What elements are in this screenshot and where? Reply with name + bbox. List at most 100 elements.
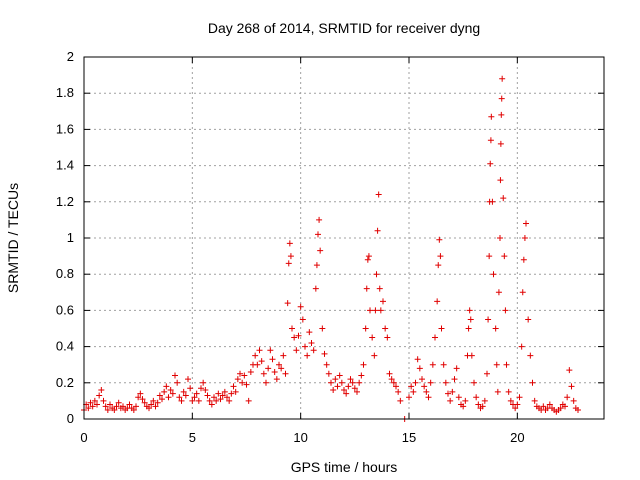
data-point [289,325,295,332]
data-point [375,191,382,198]
data-point [317,247,324,254]
data-point [87,399,94,406]
data-point [360,361,367,368]
data-point [237,370,243,377]
data-point [287,253,294,260]
y-tick-label: 1 [67,230,74,245]
data-point [96,392,103,399]
data-point [416,365,423,372]
data-point [432,334,438,341]
data-point [215,390,222,397]
data-point [234,376,241,383]
data-point [252,352,259,359]
data-point [98,387,105,394]
data-point [323,361,330,368]
data-point [228,390,235,397]
data-point [462,397,469,404]
data-point [316,216,323,223]
data-point [178,397,185,404]
data-point [176,394,183,401]
data-point [425,394,432,401]
data-point [213,397,220,404]
data-point [165,394,172,401]
data-point [161,388,168,395]
data-point [273,376,280,383]
data-point [351,385,358,392]
data-point [447,397,454,404]
data-point [419,376,425,383]
data-point [200,379,207,386]
data-point [498,111,505,118]
x-tick-label: 10 [293,430,307,445]
data-point [371,352,378,359]
data-point [564,394,571,401]
data-points [81,75,581,422]
data-point [364,256,371,263]
data-point [243,381,250,388]
data-point [453,365,460,372]
data-point [247,368,254,375]
data-point [191,394,198,401]
data-point [280,352,287,359]
data-point [185,376,191,383]
data-point [473,394,480,401]
plot-frame [83,56,605,420]
data-point [487,160,494,167]
data-point [468,352,475,359]
data-point [265,365,272,372]
data-point [89,403,96,410]
data-point [466,307,473,314]
data-point [286,240,293,247]
axis-ticks: 00.20.40.60.811.21.41.61.820 5 10 15 20 [56,49,604,445]
data-point [230,383,237,390]
data-point [208,401,215,408]
data-point [429,361,436,368]
data-point [486,253,493,260]
data-point [435,262,442,269]
data-point [388,376,395,383]
data-point [343,390,350,397]
data-point [485,316,492,323]
data-point [115,399,122,406]
data-point [104,406,111,413]
data-point [487,137,494,144]
data-point [310,347,317,354]
data-point [241,372,248,379]
data-point [358,372,365,379]
data-point [182,392,189,399]
data-point [141,399,148,406]
y-tick-label: 1.6 [56,121,74,136]
data-point [202,387,209,394]
data-point [217,396,224,403]
data-point [341,387,347,394]
data-point [501,253,508,260]
data-point [437,253,444,260]
grid-lines [84,57,604,419]
data-point [497,235,503,241]
data-point [490,271,497,278]
data-point [503,361,510,368]
data-point [219,392,226,399]
y-axis-label: SRMTID / TECUs [5,183,21,293]
data-point [308,339,315,346]
data-point [347,376,354,383]
data-point [204,392,211,399]
data-point [345,383,352,390]
data-point [282,370,289,377]
data-point [493,361,500,368]
data-point [293,347,300,354]
data-point [297,303,304,310]
data-point [198,385,204,392]
data-point [187,385,194,392]
chart-title: Day 268 of 2014, SRMTID for receiver dyn… [208,20,480,36]
data-point [529,379,536,386]
data-point [410,388,417,395]
data-point [442,379,449,386]
data-point [479,403,486,410]
data-point [514,401,521,408]
data-point [367,307,373,314]
data-point [336,372,343,379]
y-tick-label: 0.8 [56,266,74,281]
data-point [423,388,430,395]
